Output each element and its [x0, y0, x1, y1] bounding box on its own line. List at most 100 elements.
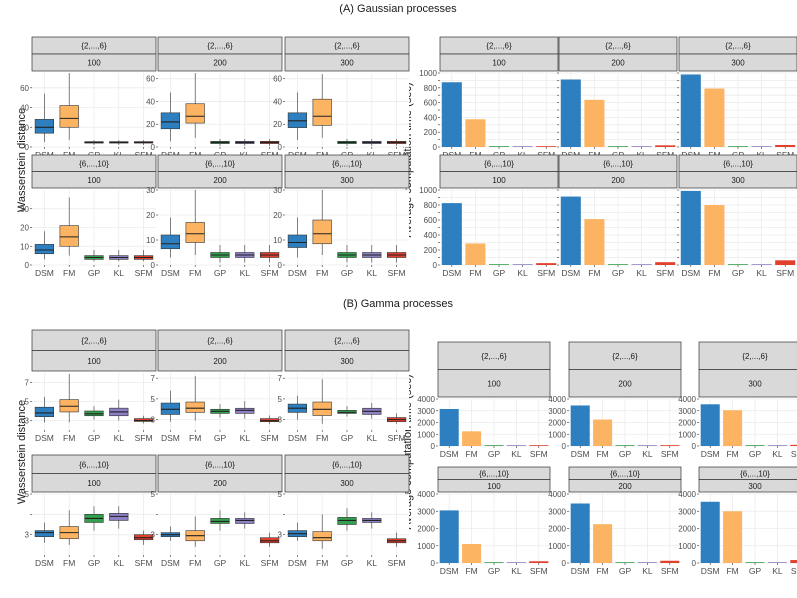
bar-fm — [704, 205, 725, 265]
x-tick-label-dsm: DSM — [288, 558, 307, 568]
x-tick-label-gp: GP — [214, 433, 227, 443]
bar-gp — [727, 264, 749, 265]
bar-fm — [593, 524, 613, 563]
x-tick-label-fm: FM — [189, 558, 201, 568]
bar-fm — [462, 431, 482, 446]
facet-strip-bottom — [157, 53, 283, 72]
x-tick-label-fm: FM — [726, 566, 738, 576]
facet-strip-top-label: {6,...,10} — [205, 460, 235, 469]
x-tick-label-fm: FM — [596, 566, 608, 576]
x-tick-label-fm: FM — [316, 558, 328, 568]
box-fm — [312, 531, 332, 542]
facet-strip-bottom-label: 300 — [340, 59, 354, 68]
x-tick-label-gp: GP — [88, 433, 101, 443]
bar-dsm — [560, 79, 581, 147]
x-tick-label-fm: FM — [469, 268, 481, 278]
y-tick-label: 0 — [433, 261, 438, 270]
x-tick-label-gp: GP — [341, 268, 354, 278]
facet-strip-bottom-label: 300 — [340, 176, 354, 185]
facet-strip-top-label: {2,...,6} — [486, 42, 512, 51]
box-fm — [185, 103, 205, 124]
x-tick-label-sfm: SFM — [661, 566, 679, 576]
facet-strip-bottom — [31, 53, 157, 72]
y-tick-label: 5 — [25, 490, 30, 499]
x-tick-label-fm: FM — [63, 558, 75, 568]
y-tick-label: 800 — [424, 201, 438, 210]
panel-b-bar-20: {2,...,6}30001000200030004000DSMFMGPKLSF… — [678, 341, 797, 459]
y-tick-label: 0 — [562, 559, 567, 568]
y-tick-label: 7 — [151, 374, 156, 383]
x-tick-label-gp: GP — [488, 449, 501, 459]
bar-dsm — [680, 190, 701, 265]
y-tick-label: 5 — [278, 395, 283, 404]
facet-strip-bottom — [678, 53, 797, 72]
y-tick-label: 7 — [278, 374, 283, 383]
x-tick-label-dsm: DSM — [288, 268, 307, 278]
facet-strip-bottom — [568, 369, 682, 398]
panel-a-box-0: {2,...,6}1000204060DSMFMGPKLSFM — [20, 36, 157, 160]
panel-a-box-5: {6,...,10} 300 0 10 20 30 DSM FM GP KL SFM — [273, 154, 410, 278]
section-a-wd-ylabel: Wasserstein distance — [16, 108, 28, 212]
x-tick-label-kl: KL — [240, 433, 251, 443]
panel-b-box-17: {6,...,10} 300 3 5 DSM FM GP KL SFM — [278, 454, 410, 568]
y-tick-label: 600 — [424, 216, 438, 225]
bar-sfm — [790, 560, 797, 563]
y-tick-label: 0 — [692, 442, 697, 451]
x-tick-label-dsm: DSM — [701, 449, 720, 459]
y-tick-label: 2000 — [548, 419, 566, 428]
facet-strip-bottom — [31, 171, 157, 189]
y-tick-label: 20 — [146, 120, 155, 129]
y-tick-label: 2000 — [548, 525, 566, 534]
bar-sfm — [660, 560, 680, 563]
facet-strip-top-label: {2,...,6} — [334, 42, 360, 51]
y-tick-label: 2000 — [678, 419, 696, 428]
x-tick-label-kl: KL — [240, 268, 251, 278]
x-tick-label-dsm: DSM — [35, 268, 54, 278]
facet-strip-top-label: {6,...,10} — [603, 159, 633, 168]
y-tick-label: 40 — [146, 97, 155, 106]
panel-a-bar-10: {6,...,10} 200 DSM FM GP KL SFM — [557, 154, 678, 278]
x-tick-label-dsm: DSM — [442, 268, 461, 278]
box-dsm — [34, 406, 54, 418]
bar-gp — [488, 146, 510, 147]
x-tick-label-sfm: SFM — [537, 268, 555, 278]
x-tick-label-gp: GP — [488, 566, 501, 576]
bar-kl — [767, 562, 787, 563]
facet-strip-top-label: {6,...,10} — [484, 159, 514, 168]
box-dsm — [34, 244, 54, 255]
x-tick-label-kl: KL — [367, 268, 378, 278]
bar-fm — [723, 410, 743, 446]
x-tick-label-sfm: SFM — [135, 558, 153, 568]
x-tick-label-gp: GP — [88, 558, 101, 568]
y-tick-label: 5 — [25, 398, 30, 407]
facet-strip-bottom-label: 200 — [213, 176, 227, 185]
y-tick-label: 3 — [278, 531, 283, 540]
facet-strip-bottom-label: 300 — [731, 176, 745, 185]
x-tick-label-gp: GP — [619, 449, 632, 459]
y-tick-label: 4000 — [417, 490, 435, 499]
facet-strip-bottom-label: 300 — [731, 59, 745, 68]
bar-gp — [484, 562, 504, 563]
x-tick-label-kl: KL — [240, 558, 251, 568]
x-tick-label-kl: KL — [114, 433, 125, 443]
x-tick-label-dsm: DSM — [440, 449, 459, 459]
bar-kl — [506, 562, 526, 563]
facet-strip-bottom-label: 100 — [87, 479, 101, 488]
facet-strip-top-label: {6,...,10} — [79, 460, 109, 469]
facet-strip-bottom — [284, 350, 410, 372]
box-dsm — [287, 234, 308, 248]
bar-dsm — [441, 203, 462, 265]
y-tick-label: 20 — [273, 120, 282, 129]
facet-strip-bottom-label: 100 — [492, 176, 506, 185]
x-tick-label-sfm: SFM — [530, 566, 548, 576]
y-tick-label: 60 — [146, 75, 155, 84]
y-tick-label: 20 — [273, 211, 282, 220]
y-tick-label: 1000 — [417, 542, 435, 551]
